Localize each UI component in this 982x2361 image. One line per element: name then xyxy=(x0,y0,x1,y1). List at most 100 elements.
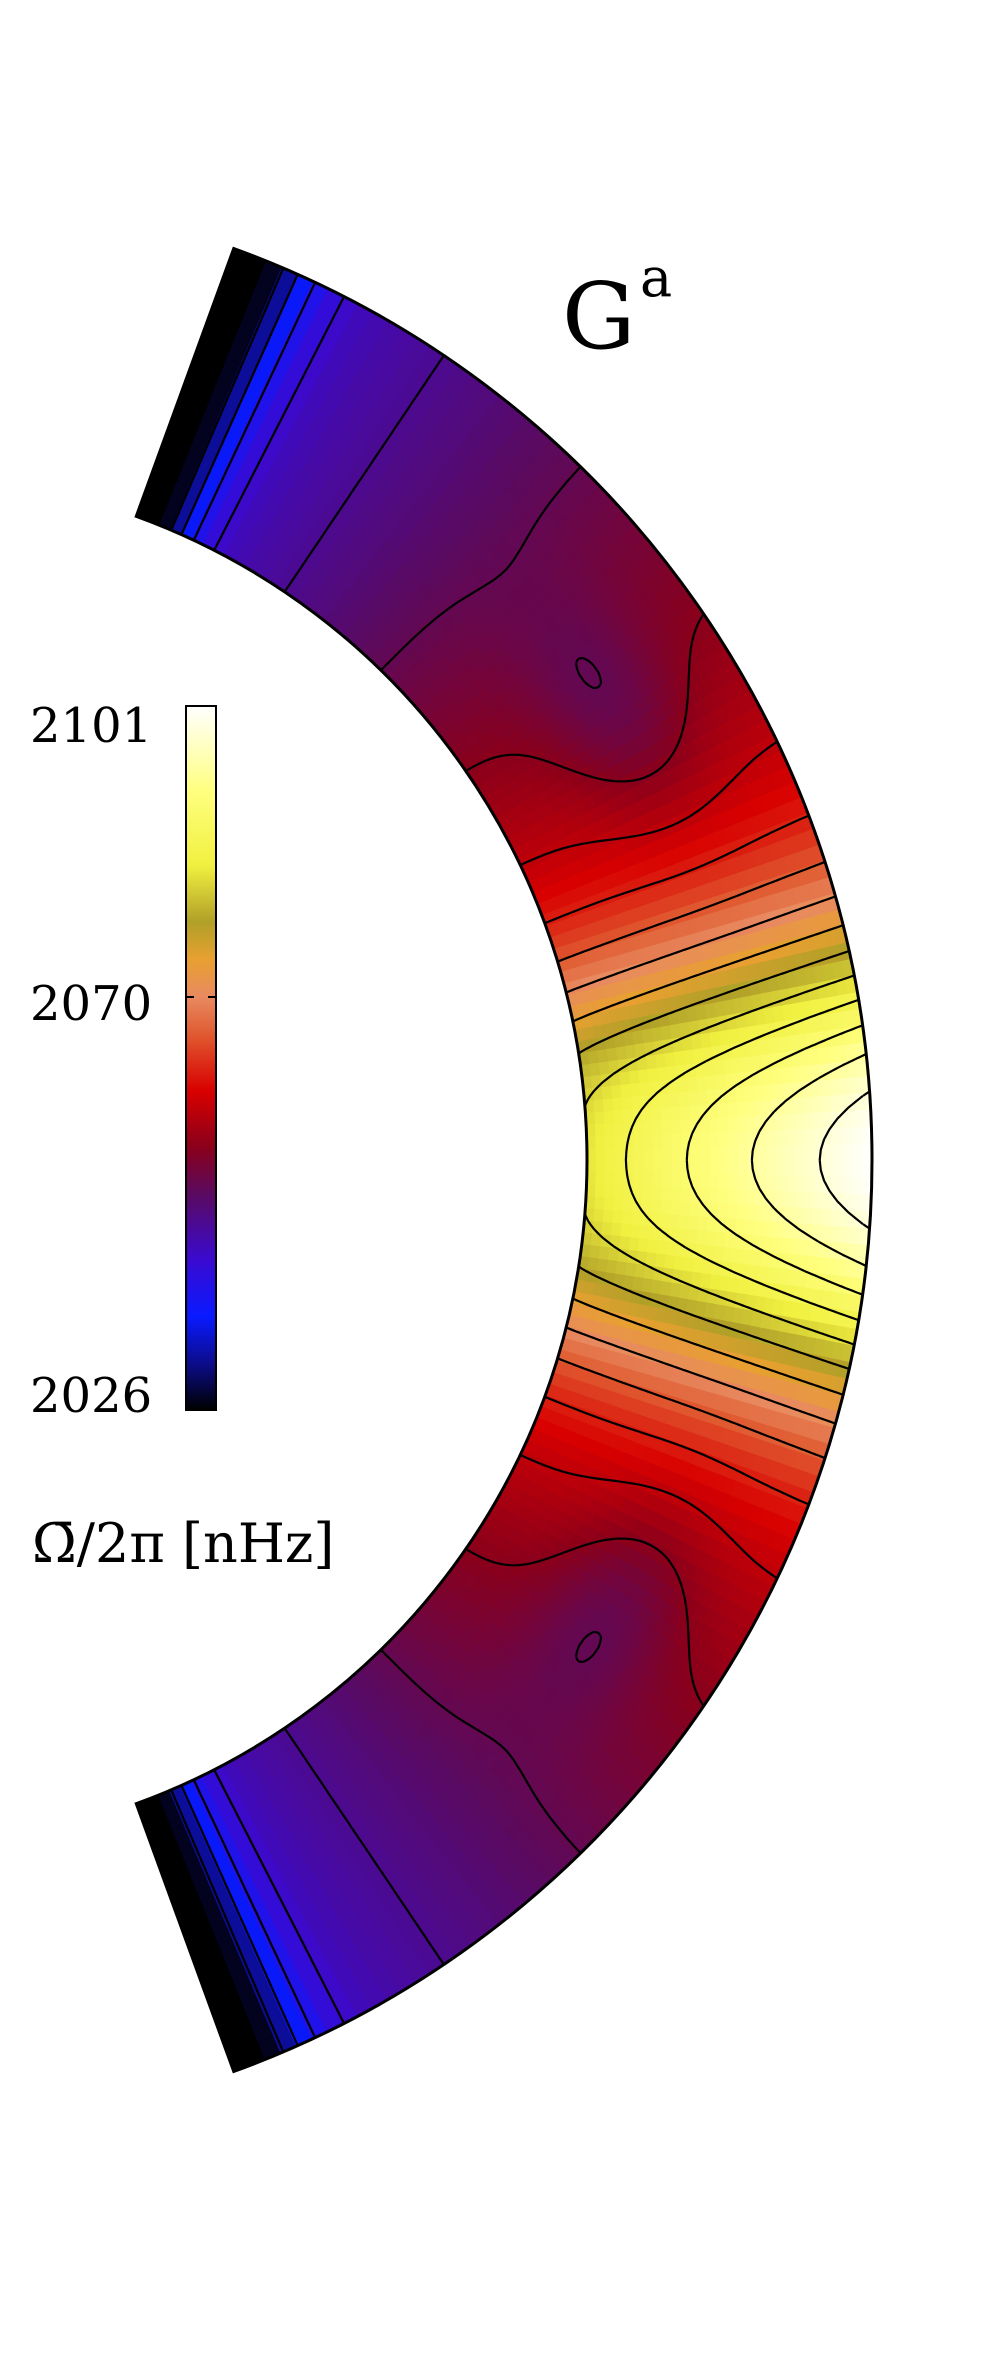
shell-cell xyxy=(614,1146,626,1161)
shell-cell xyxy=(709,1159,721,1175)
colorbar xyxy=(185,705,217,1411)
shell-cell xyxy=(708,1187,721,1204)
shell-cell xyxy=(700,1159,712,1175)
shell-cell xyxy=(651,1198,663,1214)
shell-cell xyxy=(832,1175,845,1194)
shell-cell xyxy=(593,1097,605,1113)
shell-cell xyxy=(612,1096,624,1111)
shell-cell xyxy=(659,1092,672,1108)
shell-cell xyxy=(612,1209,624,1224)
shell-cell xyxy=(690,1145,702,1161)
shell-cell xyxy=(717,1101,730,1118)
shell-cell xyxy=(813,1111,825,1129)
colorbar-title: Ω̄/2π [nHz] xyxy=(32,1512,334,1575)
shell-cell xyxy=(738,1144,750,1161)
shell-cell xyxy=(735,1085,748,1103)
shell-cell xyxy=(660,1105,673,1121)
shell-cell xyxy=(757,1144,769,1161)
shell-cell xyxy=(643,1159,655,1174)
shell-cell xyxy=(595,1134,607,1149)
shell-cell xyxy=(660,1199,673,1215)
shell-cell xyxy=(605,1146,617,1161)
shell-cell xyxy=(680,1118,692,1134)
shell-cell xyxy=(699,1131,712,1147)
shell-cell xyxy=(662,1159,674,1175)
shell-cell xyxy=(795,1159,807,1177)
shell-cell xyxy=(640,1093,653,1109)
shell-cell xyxy=(794,1127,807,1146)
shell-cell xyxy=(633,1172,645,1187)
shell-cell xyxy=(613,1108,625,1124)
shell-cell xyxy=(726,1202,739,1220)
shell-cell xyxy=(697,1088,710,1105)
shell-cell xyxy=(688,1103,701,1120)
shell-cell xyxy=(737,1115,749,1132)
shell-cell xyxy=(812,1094,824,1113)
shell-cell xyxy=(709,1173,721,1190)
shell-cell xyxy=(719,1144,731,1161)
shell-cell xyxy=(687,1214,700,1231)
shell-cell xyxy=(594,1122,607,1137)
shell-cell xyxy=(766,1128,778,1146)
shell-cell xyxy=(604,1183,616,1198)
shell-cell xyxy=(738,1159,750,1176)
shell-cell xyxy=(651,1106,663,1122)
shell-cell xyxy=(678,1090,691,1107)
shell-cell xyxy=(793,1206,805,1224)
shell-cell xyxy=(718,1130,731,1147)
shell-cell xyxy=(640,1211,653,1227)
shell-cell xyxy=(766,1159,778,1176)
shell-cell xyxy=(755,1098,767,1116)
shell-cell xyxy=(594,1195,606,1210)
shell-cell xyxy=(852,1159,864,1178)
shell-cell xyxy=(776,1143,788,1161)
shell-cell xyxy=(707,1102,720,1119)
shell-cell xyxy=(604,1134,617,1149)
shell-cell xyxy=(642,1120,654,1135)
shell-cell xyxy=(594,1183,607,1198)
shell-cell xyxy=(668,1091,681,1107)
shell-cell xyxy=(719,1159,731,1176)
shell-cell xyxy=(699,1187,711,1203)
shell-cell xyxy=(802,1206,815,1225)
shell-cell xyxy=(785,1128,797,1146)
shell-cell xyxy=(651,1185,664,1201)
shell-cell xyxy=(613,1184,626,1199)
panel-label-superscript: a xyxy=(640,246,672,309)
shell-cell xyxy=(633,1159,645,1174)
shell-cell xyxy=(726,1100,739,1118)
shell-cell xyxy=(842,1175,854,1194)
shell-cell xyxy=(766,1144,778,1161)
shell-cell xyxy=(622,1108,635,1123)
shell-cell xyxy=(604,1122,616,1137)
shell-cell xyxy=(785,1159,797,1177)
shell-cell xyxy=(851,1109,863,1128)
shell-cell xyxy=(842,1159,854,1178)
shell-cell xyxy=(831,1093,843,1112)
shell-cell xyxy=(718,1173,731,1190)
shell-cell xyxy=(851,1125,864,1145)
shell-cell xyxy=(775,1174,788,1192)
shell-cell xyxy=(709,1145,721,1161)
shell-cell xyxy=(803,1190,816,1209)
shell-cell xyxy=(775,1113,787,1131)
shell-cell xyxy=(659,1212,672,1228)
shell-cell xyxy=(604,1171,617,1186)
shell-cell xyxy=(784,1190,797,1208)
shell-cell xyxy=(804,1159,816,1177)
shell-cell xyxy=(775,1128,788,1146)
shell-cell xyxy=(776,1159,788,1177)
shell-cell xyxy=(831,1208,843,1227)
shell-cell xyxy=(803,1111,816,1130)
shell-cell xyxy=(697,1215,710,1232)
shell-cell xyxy=(602,1208,615,1223)
shell-cell xyxy=(812,1207,824,1226)
shell-cell xyxy=(595,1171,607,1186)
shell-cell xyxy=(813,1191,825,1209)
shell-cell xyxy=(717,1202,730,1219)
shell-cell xyxy=(737,1173,750,1191)
shell-cell xyxy=(737,1129,750,1147)
shell-cell xyxy=(736,1203,748,1220)
shell-cell xyxy=(661,1185,673,1201)
shell-cell xyxy=(670,1118,683,1134)
